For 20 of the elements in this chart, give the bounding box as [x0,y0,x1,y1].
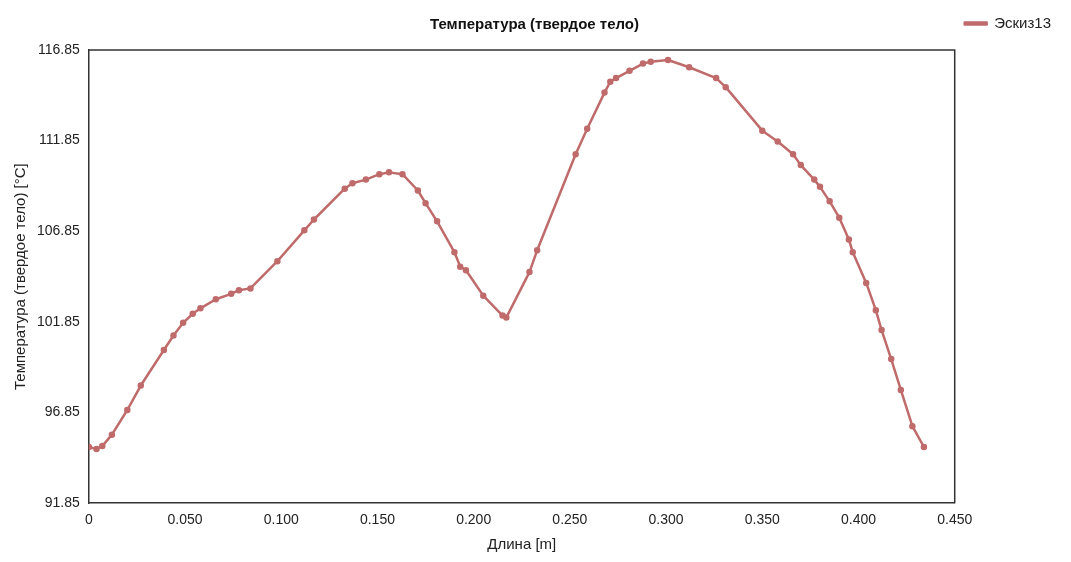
x-tick-label: 0.150 [359,511,396,528]
x-tick-label: 0.350 [744,511,781,528]
y-axis-title: Температура (твердое тело) [°C] [11,163,29,390]
x-tick-label: 0.200 [456,511,492,528]
x-tick-label: 0.400 [840,511,877,528]
y-tick-label: 106.85 [36,222,81,239]
x-tick-label: 0.300 [648,511,684,528]
y-tick-label: 101.85 [36,312,81,329]
x-axis-title: Длина [m] [487,535,557,553]
x-tick-label: 0.050 [167,511,203,528]
y-tick-label: 111.85 [39,131,81,148]
x-tick-label: 0 [84,511,93,528]
x-tick-label: 0.250 [552,511,588,528]
y-tick-label: 91.85 [44,494,81,511]
x-tick-label: 0.100 [263,511,299,528]
chart-title: Температура (твердое тело) [430,15,639,33]
y-tick-label: 116.85 [38,40,81,57]
x-tick-label: 0.450 [937,511,973,528]
y-tick-label: 96.85 [44,403,81,420]
legend-label: Эскиз13 [994,13,1052,31]
